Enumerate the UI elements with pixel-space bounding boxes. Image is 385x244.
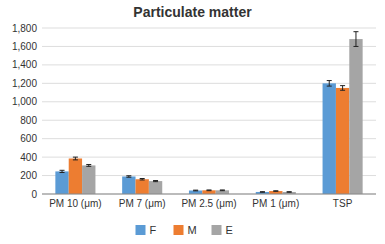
x-tick-label: PM 2.5 (μm) [181, 198, 236, 209]
y-tick-label: 0 [31, 189, 37, 200]
series [82, 39, 363, 194]
legend-label: M [188, 224, 197, 236]
grid-line [42, 64, 376, 65]
error-bar [220, 189, 225, 191]
bar [202, 190, 215, 194]
legend-label: E [226, 224, 233, 236]
y-tick-label: 1,800 [12, 23, 37, 34]
y-tick-label: 1,200 [12, 78, 37, 89]
error-bar [193, 190, 198, 192]
error-bars [73, 86, 345, 192]
legend-swatch [136, 225, 146, 235]
error-bar [73, 157, 78, 160]
error-bars [86, 32, 358, 193]
x-axis-labels: PM 10 (μm) PM 7 (μm) PM 2.5 (μm) PM 1 (μm) T… [49, 198, 352, 209]
legend-swatch [174, 225, 184, 235]
error-bar [287, 191, 292, 193]
x-tick-label: TSP [333, 198, 353, 209]
y-axis-labels: 0 200 400 600 800 1,000 1,200 1,400 1,600 1,800 [12, 23, 37, 200]
error-bar [153, 181, 158, 182]
bar [69, 158, 82, 194]
bar [55, 171, 68, 194]
y-tick-label: 200 [20, 170, 37, 181]
y-tick-label: 1,400 [12, 59, 37, 70]
x-axis-line [42, 194, 376, 195]
error-bar [340, 86, 345, 91]
y-tick-label: 800 [20, 115, 37, 126]
bar [149, 181, 162, 194]
bar [323, 83, 336, 194]
x-tick-label: PM 1 (μm) [252, 198, 299, 209]
x-tick-label: PM 10 (μm) [49, 198, 101, 209]
error-bars [60, 81, 332, 193]
error-bar [327, 81, 332, 87]
background [0, 0, 385, 244]
error-bar [60, 170, 65, 172]
error-bar [273, 190, 278, 192]
grid-line [42, 28, 376, 29]
grid-line [42, 194, 376, 195]
plot-area [55, 32, 362, 194]
legend: FME [136, 224, 233, 236]
chart: Particulate matter 0 200 400 600 800 1,000 1,20… [0, 0, 385, 244]
bar [336, 88, 349, 194]
bar [189, 190, 202, 194]
title: Particulate matter [133, 4, 252, 20]
error-bar [353, 32, 358, 47]
bar [216, 190, 229, 194]
error-bar [140, 179, 145, 180]
bar [82, 165, 95, 194]
series [69, 88, 350, 194]
series [55, 83, 336, 194]
legend-label: F [150, 224, 157, 236]
bar [122, 176, 135, 194]
grid-line [42, 46, 376, 47]
y-tick-label: 600 [20, 133, 37, 144]
bar [136, 179, 149, 194]
error-bar [260, 191, 265, 193]
y-tick-label: 400 [20, 152, 37, 163]
y-tick-label: 1,000 [12, 96, 37, 107]
y-tick-label: 1,600 [12, 41, 37, 52]
bar [349, 39, 362, 194]
legend-swatch [212, 225, 222, 235]
error-bar [126, 176, 131, 177]
x-tick-label: PM 7 (μm) [119, 198, 166, 209]
grid [42, 28, 376, 194]
error-bar [86, 164, 91, 166]
error-bar [207, 189, 212, 191]
